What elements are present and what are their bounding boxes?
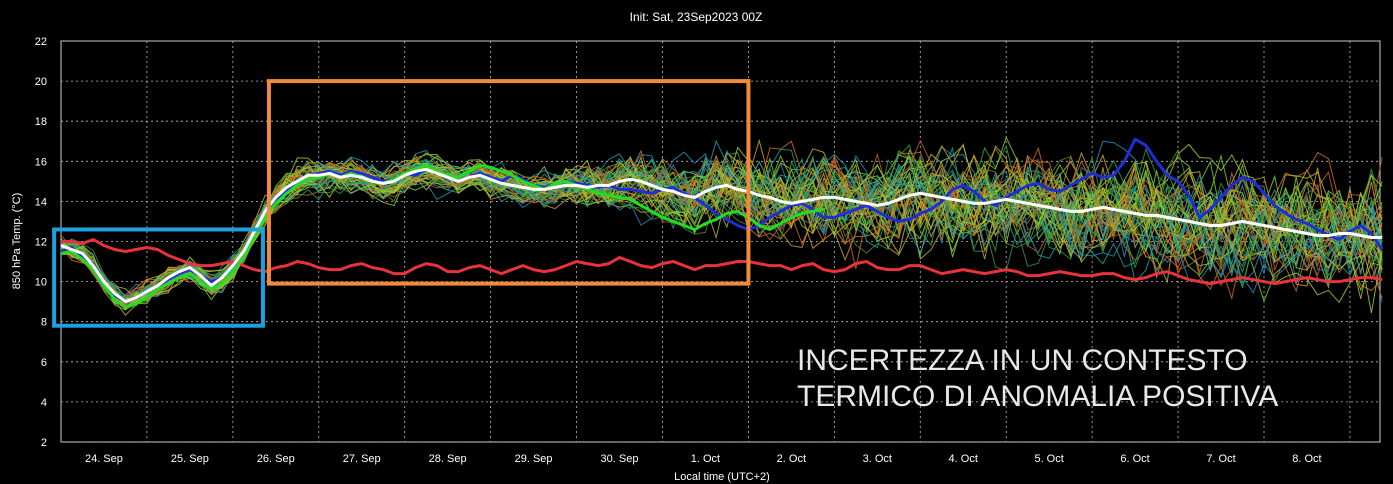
- x-tick-label: 28. Sep: [429, 453, 467, 465]
- x-tick-label: 30. Sep: [601, 453, 639, 465]
- x-tick-label: 5. Oct: [1034, 453, 1063, 465]
- highlight-series: [60, 137, 1384, 310]
- x-axis-ticks: 24. Sep 25. Sep 26. Sep 27. Sep 28. Sep 29. S…: [85, 453, 1322, 465]
- y-axis-label: 850 hPa Temp. (°C): [11, 193, 23, 290]
- ensemble-member-line: [60, 155, 1383, 300]
- x-tick-label: 2. Oct: [777, 453, 806, 465]
- x-axis-label: Local time (UTC+2): [674, 471, 770, 483]
- series-line: [61, 238, 1383, 286]
- annotation-line-2: TERMICO DI ANOMALIA POSITIVA: [797, 380, 1278, 413]
- highlight-box: [266, 79, 751, 286]
- y-axis-ticks: 2 4 6 8 10 12 14 16 18 20 22: [35, 36, 47, 449]
- y-tick-label: 20: [35, 76, 47, 88]
- annotation: INCERTEZZA IN UN CONTESTO TERMICO DI ANO…: [797, 344, 1278, 413]
- y-tick-label: 12: [35, 237, 47, 249]
- ensemble-member-line: [60, 144, 1383, 304]
- x-tick-label: 6. Oct: [1120, 453, 1149, 465]
- series-line: [60, 167, 1383, 304]
- y-tick-label: 8: [41, 317, 47, 329]
- x-tick-label: 4. Oct: [949, 453, 978, 465]
- y-tick-label: 10: [35, 277, 47, 289]
- x-tick-label: 29. Sep: [515, 453, 553, 465]
- x-tick-label: 26. Sep: [257, 453, 295, 465]
- x-tick-label: 7. Oct: [1206, 453, 1235, 465]
- series-line: [60, 163, 824, 310]
- x-tick-label: 24. Sep: [85, 453, 123, 465]
- ensemble-member-line: [60, 159, 1383, 314]
- x-tick-label: 3. Oct: [863, 453, 892, 465]
- x-tick-label: 8. Oct: [1292, 453, 1321, 465]
- chart-title: Init: Sat, 23Sep2023 00Z: [630, 10, 763, 24]
- y-tick-label: 14: [35, 196, 47, 208]
- ensemble-member-line: [60, 139, 1383, 304]
- highlight-boxes: [52, 79, 751, 328]
- y-tick-label: 4: [41, 397, 47, 409]
- highlight-box: [52, 227, 265, 328]
- x-tick-label: 25. Sep: [171, 453, 209, 465]
- y-tick-label: 16: [35, 156, 47, 168]
- y-tick-label: 18: [35, 116, 47, 128]
- x-tick-label: 1. Oct: [691, 453, 720, 465]
- y-tick-label: 2: [41, 437, 47, 449]
- y-tick-label: 6: [41, 357, 47, 369]
- annotation-line-1: INCERTEZZA IN UN CONTESTO: [797, 344, 1248, 377]
- y-tick-label: 22: [35, 36, 47, 48]
- x-tick-label: 27. Sep: [343, 453, 381, 465]
